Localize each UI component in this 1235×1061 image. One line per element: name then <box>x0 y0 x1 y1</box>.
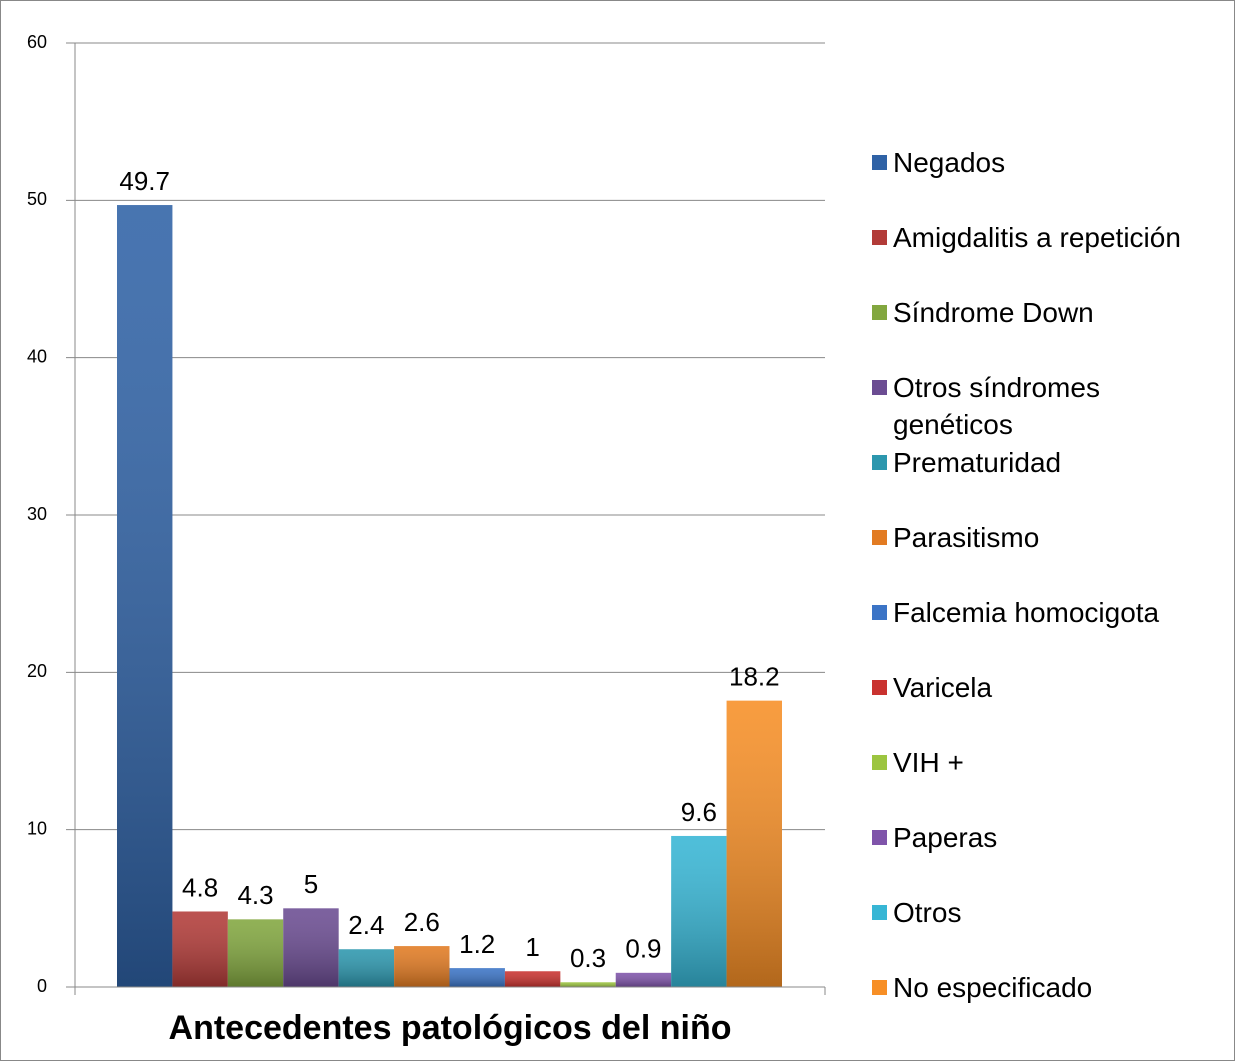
bar-shade <box>172 911 228 987</box>
y-tick-label: 50 <box>27 189 47 209</box>
bar-shade <box>449 968 505 987</box>
data-label: 0.3 <box>570 943 606 973</box>
legend-label: No especificado <box>893 972 1093 1003</box>
y-tick-label: 30 <box>27 504 47 524</box>
legend-item: VIH + <box>872 744 1203 781</box>
legend-swatch <box>872 230 887 245</box>
data-label: 1 <box>525 932 539 962</box>
legend-swatch <box>872 755 887 770</box>
bar-shade <box>504 971 561 987</box>
legend-item: Falcemia homocigota <box>872 594 1203 631</box>
legend-item: Prematuridad <box>872 444 1203 481</box>
legend-swatch <box>872 905 887 920</box>
bar-shade <box>394 946 450 987</box>
legend-item: Parasitismo <box>872 519 1203 556</box>
data-label: 4.8 <box>182 872 218 902</box>
legend-label: Otros síndromes genéticos <box>893 372 1100 440</box>
y-tick-label: 40 <box>27 346 47 366</box>
bar-shade <box>117 205 173 987</box>
legend-label: Otros <box>893 897 962 928</box>
legend-label: Paperas <box>893 822 998 853</box>
legend-item: Negados <box>872 144 1203 181</box>
legend-swatch <box>872 380 887 395</box>
legend-label: Varicela <box>893 672 993 703</box>
x-axis-label: Antecedentes patológicos del niño <box>169 1009 732 1047</box>
y-tick-label: 10 <box>27 818 47 838</box>
legend-swatch <box>872 830 887 845</box>
data-label: 49.7 <box>119 166 170 196</box>
legend-swatch <box>872 605 887 620</box>
legend-item: Varicela <box>872 669 1203 706</box>
legend-label: Síndrome Down <box>893 297 1094 328</box>
data-label: 9.6 <box>681 797 717 827</box>
legend-swatch <box>872 455 887 470</box>
legend-label: Falcemia homocigota <box>893 597 1160 628</box>
bar-shade <box>615 972 672 987</box>
y-tick-label: 60 <box>27 32 47 52</box>
data-label: 0.9 <box>625 934 661 964</box>
legend-swatch <box>872 680 887 695</box>
legend-label: Amigdalitis a repetición <box>893 222 1181 253</box>
bar-shade <box>671 835 727 987</box>
legend-label: Prematuridad <box>893 447 1062 478</box>
legend-swatch <box>872 305 887 320</box>
legend-item: No especificado <box>872 969 1203 1006</box>
bar-shade <box>227 919 284 987</box>
legend-swatch <box>872 155 887 170</box>
bar-shade <box>283 908 339 987</box>
data-label: 18.2 <box>729 662 780 692</box>
legend-item: Otros <box>872 894 1203 931</box>
legend-item: Síndrome Down <box>872 294 1203 331</box>
data-label: 4.3 <box>237 880 273 910</box>
data-label: 2.4 <box>348 910 384 940</box>
bar-shade <box>560 982 616 987</box>
legend-swatch <box>872 530 887 545</box>
legend-label: Negados <box>893 147 1006 178</box>
legend-swatch <box>872 980 887 995</box>
legend-item: Paperas <box>872 819 1203 856</box>
legend-label: Parasitismo <box>893 522 1040 553</box>
bar-shade <box>726 700 782 987</box>
data-label: 1.2 <box>459 929 495 959</box>
data-label: 5 <box>304 869 318 899</box>
legend-item: Otros síndromes genéticos <box>872 369 1203 443</box>
legend-label: VIH + <box>893 747 964 778</box>
data-label: 2.6 <box>404 907 440 937</box>
y-tick-label: 20 <box>27 661 47 681</box>
bar-shade <box>338 949 395 987</box>
y-tick-label: 0 <box>37 976 47 996</box>
legend-item: Amigdalitis a repetición <box>872 219 1203 256</box>
